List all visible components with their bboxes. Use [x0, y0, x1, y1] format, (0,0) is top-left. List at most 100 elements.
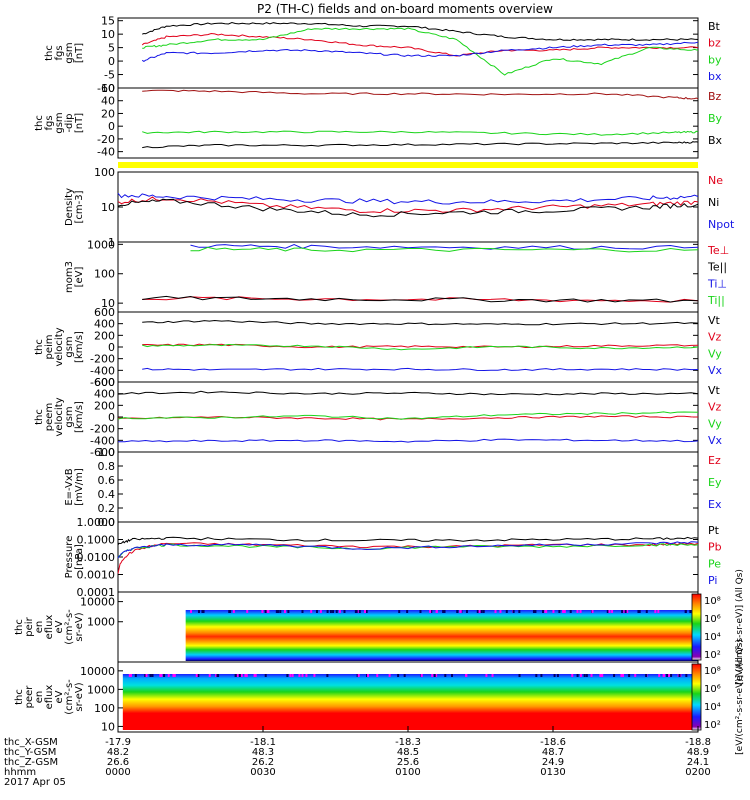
y-tick-label: 10: [101, 28, 115, 41]
panel-frame: [117, 521, 699, 593]
spectrogram-speckle: [338, 610, 341, 613]
spectrogram-speckle: [599, 674, 602, 677]
spectrogram-speckle: [215, 674, 218, 677]
y-axis-label-line: eflux: [44, 615, 55, 640]
spectrogram-speckle: [208, 674, 211, 677]
spectrogram-speckle: [365, 610, 368, 613]
spectrogram-speckle: [173, 674, 176, 677]
x-tick-value: 48.2: [107, 747, 129, 758]
spectrogram-speckle: [253, 674, 256, 677]
spectrogram-speckle: [197, 674, 200, 677]
spectrogram-speckle: [329, 610, 332, 613]
spectrogram-speckle: [638, 610, 641, 613]
y-axis-label-line: [cm-3]: [74, 190, 85, 223]
y-axis-label-line: -dip: [64, 113, 75, 132]
y-tick-label: 400: [94, 318, 115, 331]
spectrogram-speckle: [576, 674, 579, 677]
panel-9: 100001000thcpeirenefluxeV(cm²-s-sr-eV)10…: [14, 569, 745, 685]
spectrogram-speckle: [276, 610, 279, 613]
spectrogram-speckle: [364, 610, 367, 613]
spectrogram-speckle: [657, 610, 660, 613]
series-Vx: [118, 438, 699, 443]
spectrogram-speckle: [579, 674, 582, 677]
spectrogram-speckle: [613, 674, 616, 677]
spectrogram-speckle: [376, 674, 379, 677]
y-axis-label-line: en: [34, 691, 45, 704]
spectrogram-speckle: [576, 610, 579, 613]
y-tick-label: 0.1000: [77, 534, 116, 547]
spectrogram-speckle: [261, 610, 264, 613]
colorbar-tick-label: 10⁴: [704, 632, 721, 643]
legend-entry: Vx: [708, 364, 723, 377]
x-tick-label: 0030: [250, 767, 275, 778]
y-axis-label: thcpeerenefluxeV(cm²-s-sr-eV): [14, 679, 85, 715]
spectrogram-speckle: [403, 674, 406, 677]
spectrogram-speckle: [482, 610, 485, 613]
yellow-data-bar: [118, 162, 698, 168]
legend-entry: Vy: [708, 417, 722, 430]
series-Bz: [142, 89, 699, 100]
spectrogram-speckle: [244, 674, 247, 677]
legend-entry: Bz: [708, 90, 722, 103]
y-axis-label-line: velocity: [54, 397, 65, 436]
spectrogram-speckle: [658, 674, 661, 677]
y-tick-label: 1000: [87, 238, 115, 251]
spectrogram-speckle: [678, 674, 681, 677]
x-tick-value: -18.6: [540, 737, 566, 748]
y-axis-label-line: [nT]: [74, 43, 85, 63]
spectrogram-speckle: [313, 674, 316, 677]
y-tick-label: 100: [94, 166, 115, 179]
legend-entry: Ti⊥: [707, 277, 727, 290]
colorbar-tick-label: 10⁸: [704, 596, 721, 607]
spectrogram-speckle: [332, 610, 335, 613]
spectrogram-speckle: [444, 674, 447, 677]
legend-entry: Ni: [708, 196, 719, 209]
x-row-label: thc_Y-GSM: [4, 747, 56, 758]
series-Pb: [117, 542, 699, 574]
colorbar-tick-label: 10⁶: [704, 684, 721, 695]
spectrogram-speckle: [420, 674, 423, 677]
y-axis-label-line: peer: [24, 685, 35, 709]
y-axis-label-line: [eV]: [74, 267, 85, 288]
y-tick-label: 100: [94, 268, 115, 281]
y-tick-label: 400: [94, 388, 115, 401]
spectrogram-speckle: [264, 610, 267, 613]
series-Te||: [142, 295, 699, 303]
spectrogram-speckle: [429, 610, 432, 613]
y-axis-label-line: mom3: [64, 261, 75, 293]
spectrogram-speckle: [190, 610, 193, 613]
panel-6: 6004002000-200-400-600thcpeemvelocitygsm…: [34, 376, 723, 459]
spectrogram-speckle: [435, 674, 438, 677]
series-Vy: [117, 411, 699, 420]
y-axis-label-line: (cm²-s-: [64, 679, 75, 715]
spectrogram-speckle: [202, 610, 205, 613]
spectrogram-speckle: [465, 610, 468, 613]
y-tick-label: 15: [101, 15, 115, 28]
spectrogram-speckle: [357, 674, 360, 677]
spectrogram-speckle: [275, 610, 278, 613]
spectrogram-speckle: [569, 610, 572, 613]
y-axis-label-line: thc: [34, 339, 45, 355]
y-axis-label: thcfgsgsm-dip[nT]: [34, 112, 85, 133]
spectrogram-speckle: [355, 610, 358, 613]
legend-entry: Pe: [708, 557, 721, 570]
legend-entry: bx: [708, 70, 722, 83]
y-tick-label: 40: [101, 95, 115, 108]
y-tick-label: 0.0010: [77, 569, 116, 582]
spectrogram-speckle: [545, 610, 548, 613]
y-tick-label: 20: [101, 107, 115, 120]
x-row-label: thc_X-GSM: [4, 737, 58, 748]
spectrogram-speckle: [670, 674, 673, 677]
spectrogram: [185, 610, 698, 661]
spectrogram-speckle: [491, 674, 494, 677]
x-tick-value: -17.9: [105, 737, 131, 748]
spectrogram-speckle: [310, 610, 313, 613]
spectrogram-speckle: [289, 674, 292, 677]
spectrogram-speckle: [505, 610, 508, 613]
colorbar-tick-label: 10⁴: [704, 702, 721, 713]
spectrogram-speckle: [144, 674, 147, 677]
y-tick-label: -400: [90, 434, 115, 447]
